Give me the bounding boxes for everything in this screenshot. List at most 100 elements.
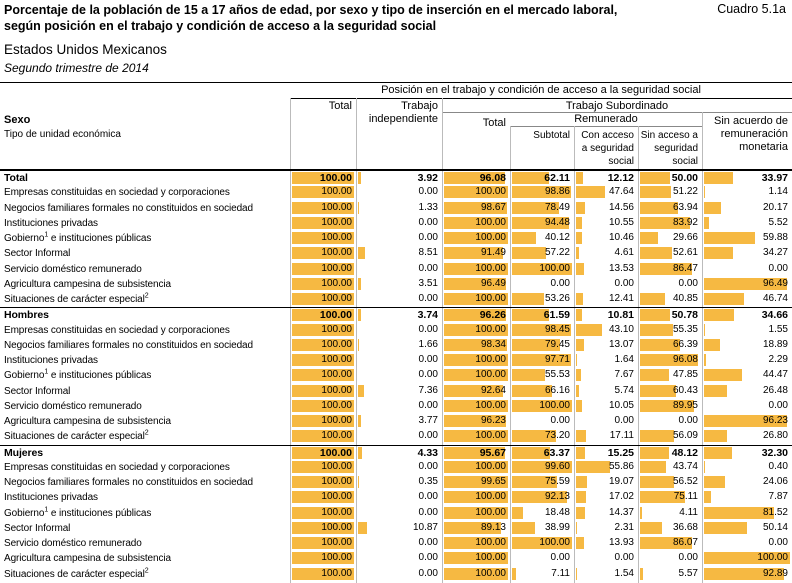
value-cell: 100.00 bbox=[292, 323, 354, 336]
value-text: 0.00 bbox=[678, 277, 698, 289]
value-text: 100.00 bbox=[321, 384, 352, 396]
value-text: 0.00 bbox=[418, 491, 438, 503]
value-cell: 0.00 bbox=[358, 430, 440, 442]
value-bar bbox=[512, 399, 572, 412]
value-bar bbox=[358, 247, 365, 260]
value-bar bbox=[576, 247, 579, 260]
value-cell: 100.00 bbox=[444, 369, 508, 382]
value-bar bbox=[704, 216, 709, 229]
value-cell: 98.67 bbox=[444, 201, 508, 214]
value-bar bbox=[512, 216, 569, 229]
value-cell: 14.37 bbox=[576, 506, 636, 519]
value-text: 2.31 bbox=[614, 521, 634, 533]
table-row: Agricultura campesina de subsistencia 100… bbox=[0, 551, 792, 566]
value-text: 63.94 bbox=[672, 201, 698, 213]
value-cell: 3.92 bbox=[358, 172, 440, 184]
value-cell: 7.87 bbox=[704, 491, 790, 504]
value-cell: 59.88 bbox=[704, 232, 790, 244]
value-cell: 66.16 bbox=[512, 384, 572, 397]
value-text: 98.45 bbox=[544, 323, 570, 335]
value-bar bbox=[576, 369, 581, 382]
value-cell: 62.11 bbox=[512, 172, 572, 184]
value-cell: 94.48 bbox=[512, 216, 572, 229]
value-cell: 48.12 bbox=[640, 446, 700, 459]
value-text: 100.00 bbox=[319, 446, 352, 459]
value-bar bbox=[576, 232, 583, 244]
value-text: 0.00 bbox=[614, 552, 634, 564]
value-bar bbox=[292, 309, 354, 322]
row-label: Instituciones privadas bbox=[4, 492, 98, 504]
value-text: 0.00 bbox=[418, 369, 438, 381]
value-text: 96.23 bbox=[480, 415, 506, 426]
value-cell: 1.55 bbox=[704, 323, 790, 336]
value-cell: 96.08 bbox=[640, 354, 700, 366]
table-row: Negocios familiares formales no constitu… bbox=[0, 201, 792, 216]
value-bar bbox=[576, 491, 587, 504]
value-cell: 26.80 bbox=[704, 430, 790, 443]
value-cell: 100.00 bbox=[444, 567, 508, 580]
value-text: 34.66 bbox=[761, 309, 788, 322]
value-cell: 100.00 bbox=[292, 186, 354, 199]
value-cell: 100.00 bbox=[444, 460, 508, 473]
value-cell: 0.00 bbox=[358, 507, 440, 519]
value-cell: 52.61 bbox=[640, 247, 700, 260]
table-row: Sector Informal 100.00 10.87 89.13 38.99 2.31… bbox=[0, 521, 792, 536]
value-bar bbox=[512, 262, 572, 275]
value-text: 100.00 bbox=[321, 354, 352, 365]
value-text: 96.23 bbox=[762, 415, 788, 426]
value-text: 34.27 bbox=[762, 247, 788, 259]
row-label: Servicio doméstico remunerado bbox=[4, 263, 142, 275]
value-text: 7.87 bbox=[768, 491, 788, 503]
value-cell: 97.71 bbox=[512, 354, 572, 366]
value-text: 100.00 bbox=[475, 262, 506, 274]
value-cell: 13.53 bbox=[576, 262, 636, 275]
value-bar bbox=[640, 537, 692, 549]
value-cell: 17.11 bbox=[576, 430, 636, 443]
value-bar bbox=[444, 186, 508, 199]
value-cell: 100.00 bbox=[292, 491, 354, 504]
value-text: 100.00 bbox=[475, 567, 506, 579]
value-text: 92.89 bbox=[762, 567, 788, 579]
value-text: 98.34 bbox=[480, 338, 506, 350]
value-bar bbox=[444, 354, 508, 366]
value-cell: 100.00 bbox=[444, 232, 508, 244]
value-text: 100.00 bbox=[321, 521, 352, 533]
header-rule-4 bbox=[510, 126, 702, 127]
value-cell: 33.97 bbox=[704, 172, 790, 184]
value-text: 50.14 bbox=[762, 521, 788, 533]
value-bar bbox=[292, 552, 354, 565]
value-bar bbox=[292, 537, 354, 549]
value-text: 56.52 bbox=[672, 476, 698, 487]
group-row: Hombres 100.00 3.74 96.26 61.59 10.81 50.78 34.… bbox=[0, 307, 792, 322]
value-text: 13.53 bbox=[608, 262, 634, 274]
value-bar bbox=[444, 399, 508, 412]
value-text: 91.49 bbox=[480, 247, 506, 259]
value-bar bbox=[512, 446, 551, 459]
header-sin-acceso: Sin acceso a seguridad social bbox=[640, 130, 698, 167]
value-bar bbox=[640, 262, 692, 275]
value-text: 33.97 bbox=[761, 172, 788, 184]
value-bar bbox=[704, 232, 756, 244]
value-bar bbox=[512, 460, 572, 473]
value-cell: 100.00 bbox=[292, 338, 354, 351]
value-cell: 44.47 bbox=[704, 369, 790, 382]
value-text: 99.65 bbox=[480, 476, 506, 487]
value-text: 100.00 bbox=[321, 262, 352, 274]
value-text: 100.00 bbox=[321, 567, 352, 579]
value-bar bbox=[444, 369, 508, 382]
value-cell: 98.86 bbox=[512, 186, 572, 199]
value-bar bbox=[292, 338, 354, 351]
value-text: 43.10 bbox=[608, 323, 634, 335]
value-text: 86.07 bbox=[672, 537, 698, 548]
value-text: 100.00 bbox=[475, 506, 506, 518]
value-text: 0.00 bbox=[418, 323, 438, 335]
value-text: 100.00 bbox=[475, 293, 506, 304]
value-cell: 0.00 bbox=[358, 186, 440, 198]
value-cell: 78.49 bbox=[512, 201, 572, 214]
value-cell: 4.33 bbox=[358, 446, 440, 459]
value-cell: 55.53 bbox=[512, 369, 572, 382]
row-label: Situaciones de carácter especial2 bbox=[4, 567, 149, 580]
value-text: 100.00 bbox=[475, 537, 506, 548]
value-cell: 0.00 bbox=[358, 461, 440, 473]
value-cell: 0.00 bbox=[704, 400, 790, 412]
